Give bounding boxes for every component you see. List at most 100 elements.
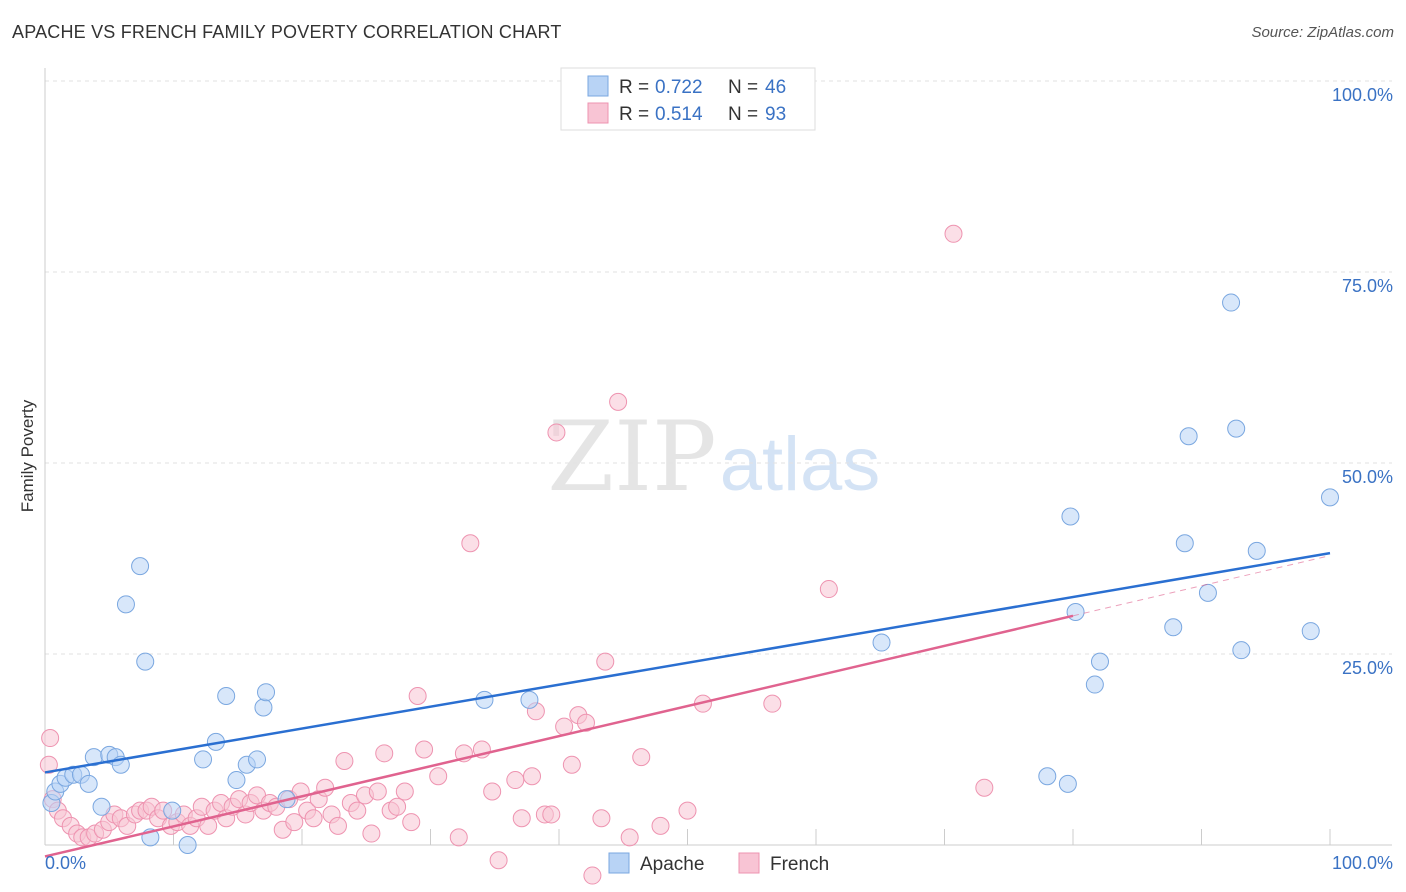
french-point xyxy=(395,782,414,801)
x-tick-label: 100.0% xyxy=(1332,853,1393,873)
legend-r-label-apache: R = xyxy=(619,77,649,98)
legend-r-value-apache: 0.722 xyxy=(655,77,703,98)
x-tick-label: 0.0% xyxy=(45,853,86,873)
legend-swatch-apache xyxy=(587,75,609,97)
french-point xyxy=(632,748,651,767)
french-point xyxy=(41,729,60,748)
legend-n-value-apache: 46 xyxy=(765,77,786,98)
french-point xyxy=(362,824,381,843)
french-point xyxy=(408,687,427,706)
french-point xyxy=(547,423,566,442)
french-point xyxy=(402,813,421,832)
bottom-legend-swatch-apache xyxy=(608,852,630,874)
legend-n-label-apache: N = xyxy=(728,77,758,98)
french-trend-line xyxy=(44,614,1074,858)
watermark-zip: ZIP xyxy=(547,401,716,513)
legend-r-value-french: 0.514 xyxy=(655,104,703,125)
chart-title: APACHE VS FRENCH FAMILY POVERTY CORRELAT… xyxy=(12,22,562,42)
grid-lines xyxy=(45,80,1392,655)
y-tick-label: 100.0% xyxy=(1332,85,1393,105)
legend: R = 0.722 N = 46 R = 0.514 N = 93 xyxy=(560,67,816,131)
french-point xyxy=(512,809,531,828)
apache-point xyxy=(1164,618,1183,637)
french-point xyxy=(368,782,387,801)
apache-point xyxy=(1038,767,1057,786)
french-point xyxy=(609,392,628,411)
y-tick-label: 25.0% xyxy=(1342,658,1393,678)
apache-point xyxy=(1179,427,1198,446)
french-point xyxy=(483,782,502,801)
apache-point xyxy=(1247,541,1266,560)
french-point xyxy=(429,767,448,786)
watermark: ZIP atlas xyxy=(547,401,880,513)
apache-point xyxy=(1198,583,1217,602)
apache-point xyxy=(194,750,213,769)
apache-point xyxy=(248,750,267,769)
french-point xyxy=(975,778,994,797)
french-point xyxy=(562,755,581,774)
apache-points xyxy=(42,293,1339,854)
french-point xyxy=(375,744,394,763)
apache-point xyxy=(1222,293,1241,312)
french-point xyxy=(304,809,323,828)
apache-point xyxy=(227,771,246,790)
apache-point xyxy=(79,774,98,793)
apache-point xyxy=(178,836,197,854)
french-point xyxy=(39,755,58,774)
french-point xyxy=(489,851,508,870)
french-point xyxy=(944,224,963,243)
french-point xyxy=(596,652,615,671)
french-point xyxy=(415,740,434,759)
y-tick-label: 50.0% xyxy=(1342,467,1393,487)
french-point xyxy=(316,778,335,797)
french-point xyxy=(651,816,670,835)
apache-point xyxy=(1090,652,1109,671)
apache-point xyxy=(131,557,150,576)
french-point xyxy=(449,828,468,847)
apache-point xyxy=(520,690,539,709)
apache-point xyxy=(1227,419,1246,438)
french-point xyxy=(388,797,407,816)
french-point xyxy=(592,809,611,828)
apache-point xyxy=(116,595,135,614)
french-point xyxy=(523,767,542,786)
source-credit: Source: ZipAtlas.com xyxy=(1251,24,1394,41)
tick-labels: 100.0% 75.0% 50.0% 25.0% 0.0% 100.0% xyxy=(45,85,1393,873)
french-point xyxy=(461,534,480,553)
apache-point xyxy=(1321,488,1339,507)
apache-point xyxy=(254,698,273,717)
axes xyxy=(44,68,1392,846)
french-point xyxy=(542,805,561,824)
apache-point xyxy=(1061,507,1080,526)
legend-n-value-french: 93 xyxy=(765,104,786,125)
apache-point xyxy=(1301,622,1320,641)
axis-ticks xyxy=(44,829,1331,845)
apache-trend-line xyxy=(44,551,1331,774)
apache-point xyxy=(163,801,182,820)
apache-point xyxy=(475,690,494,709)
french-point xyxy=(335,751,354,770)
apache-point xyxy=(1175,534,1194,553)
apache-point xyxy=(92,797,111,816)
apache-point xyxy=(872,633,891,652)
legend-swatch-french xyxy=(587,102,609,124)
y-tick-label: 75.0% xyxy=(1342,276,1393,296)
apache-point xyxy=(1058,774,1077,793)
trend-lines xyxy=(44,551,1331,858)
french-point xyxy=(620,828,639,847)
french-point xyxy=(583,866,602,885)
apache-point xyxy=(136,652,155,671)
bottom-legend: Apache French xyxy=(608,852,829,875)
bottom-legend-label-apache: Apache xyxy=(640,854,704,875)
french-point xyxy=(819,580,838,599)
apache-point xyxy=(217,687,236,706)
french-point xyxy=(678,801,697,820)
french-point xyxy=(328,816,347,835)
apache-point xyxy=(1232,641,1251,660)
bottom-legend-swatch-french xyxy=(738,852,760,874)
bottom-legend-label-french: French xyxy=(770,854,829,875)
apache-point xyxy=(257,683,276,702)
french-point xyxy=(348,801,367,820)
legend-n-label-french: N = xyxy=(728,104,758,125)
